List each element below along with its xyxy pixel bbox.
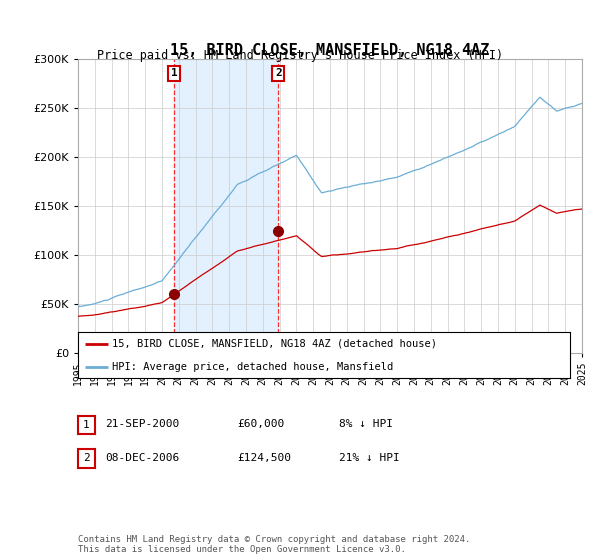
Bar: [174, 59, 278, 353]
Text: £60,000: £60,000: [237, 419, 284, 430]
Text: 2: 2: [275, 68, 281, 78]
Text: Contains HM Land Registry data © Crown copyright and database right 2024.
This d: Contains HM Land Registry data © Crown c…: [78, 535, 470, 554]
Text: HPI: Average price, detached house, Mansfield: HPI: Average price, detached house, Mans…: [112, 362, 394, 371]
Bar: [574, 59, 582, 353]
Text: 21-SEP-2000: 21-SEP-2000: [105, 419, 179, 430]
Text: 1: 1: [171, 68, 178, 78]
Text: £124,500: £124,500: [237, 453, 291, 463]
Text: Price paid vs. HM Land Registry's House Price Index (HPI): Price paid vs. HM Land Registry's House …: [97, 49, 503, 62]
Text: 21% ↓ HPI: 21% ↓ HPI: [339, 453, 400, 463]
Title: 15, BIRD CLOSE, MANSFIELD, NG18 4AZ: 15, BIRD CLOSE, MANSFIELD, NG18 4AZ: [170, 43, 490, 58]
Text: 08-DEC-2006: 08-DEC-2006: [105, 453, 179, 463]
Text: 8% ↓ HPI: 8% ↓ HPI: [339, 419, 393, 430]
Text: 2: 2: [83, 454, 90, 463]
Text: 15, BIRD CLOSE, MANSFIELD, NG18 4AZ (detached house): 15, BIRD CLOSE, MANSFIELD, NG18 4AZ (det…: [112, 339, 437, 348]
Text: 1: 1: [83, 420, 90, 430]
